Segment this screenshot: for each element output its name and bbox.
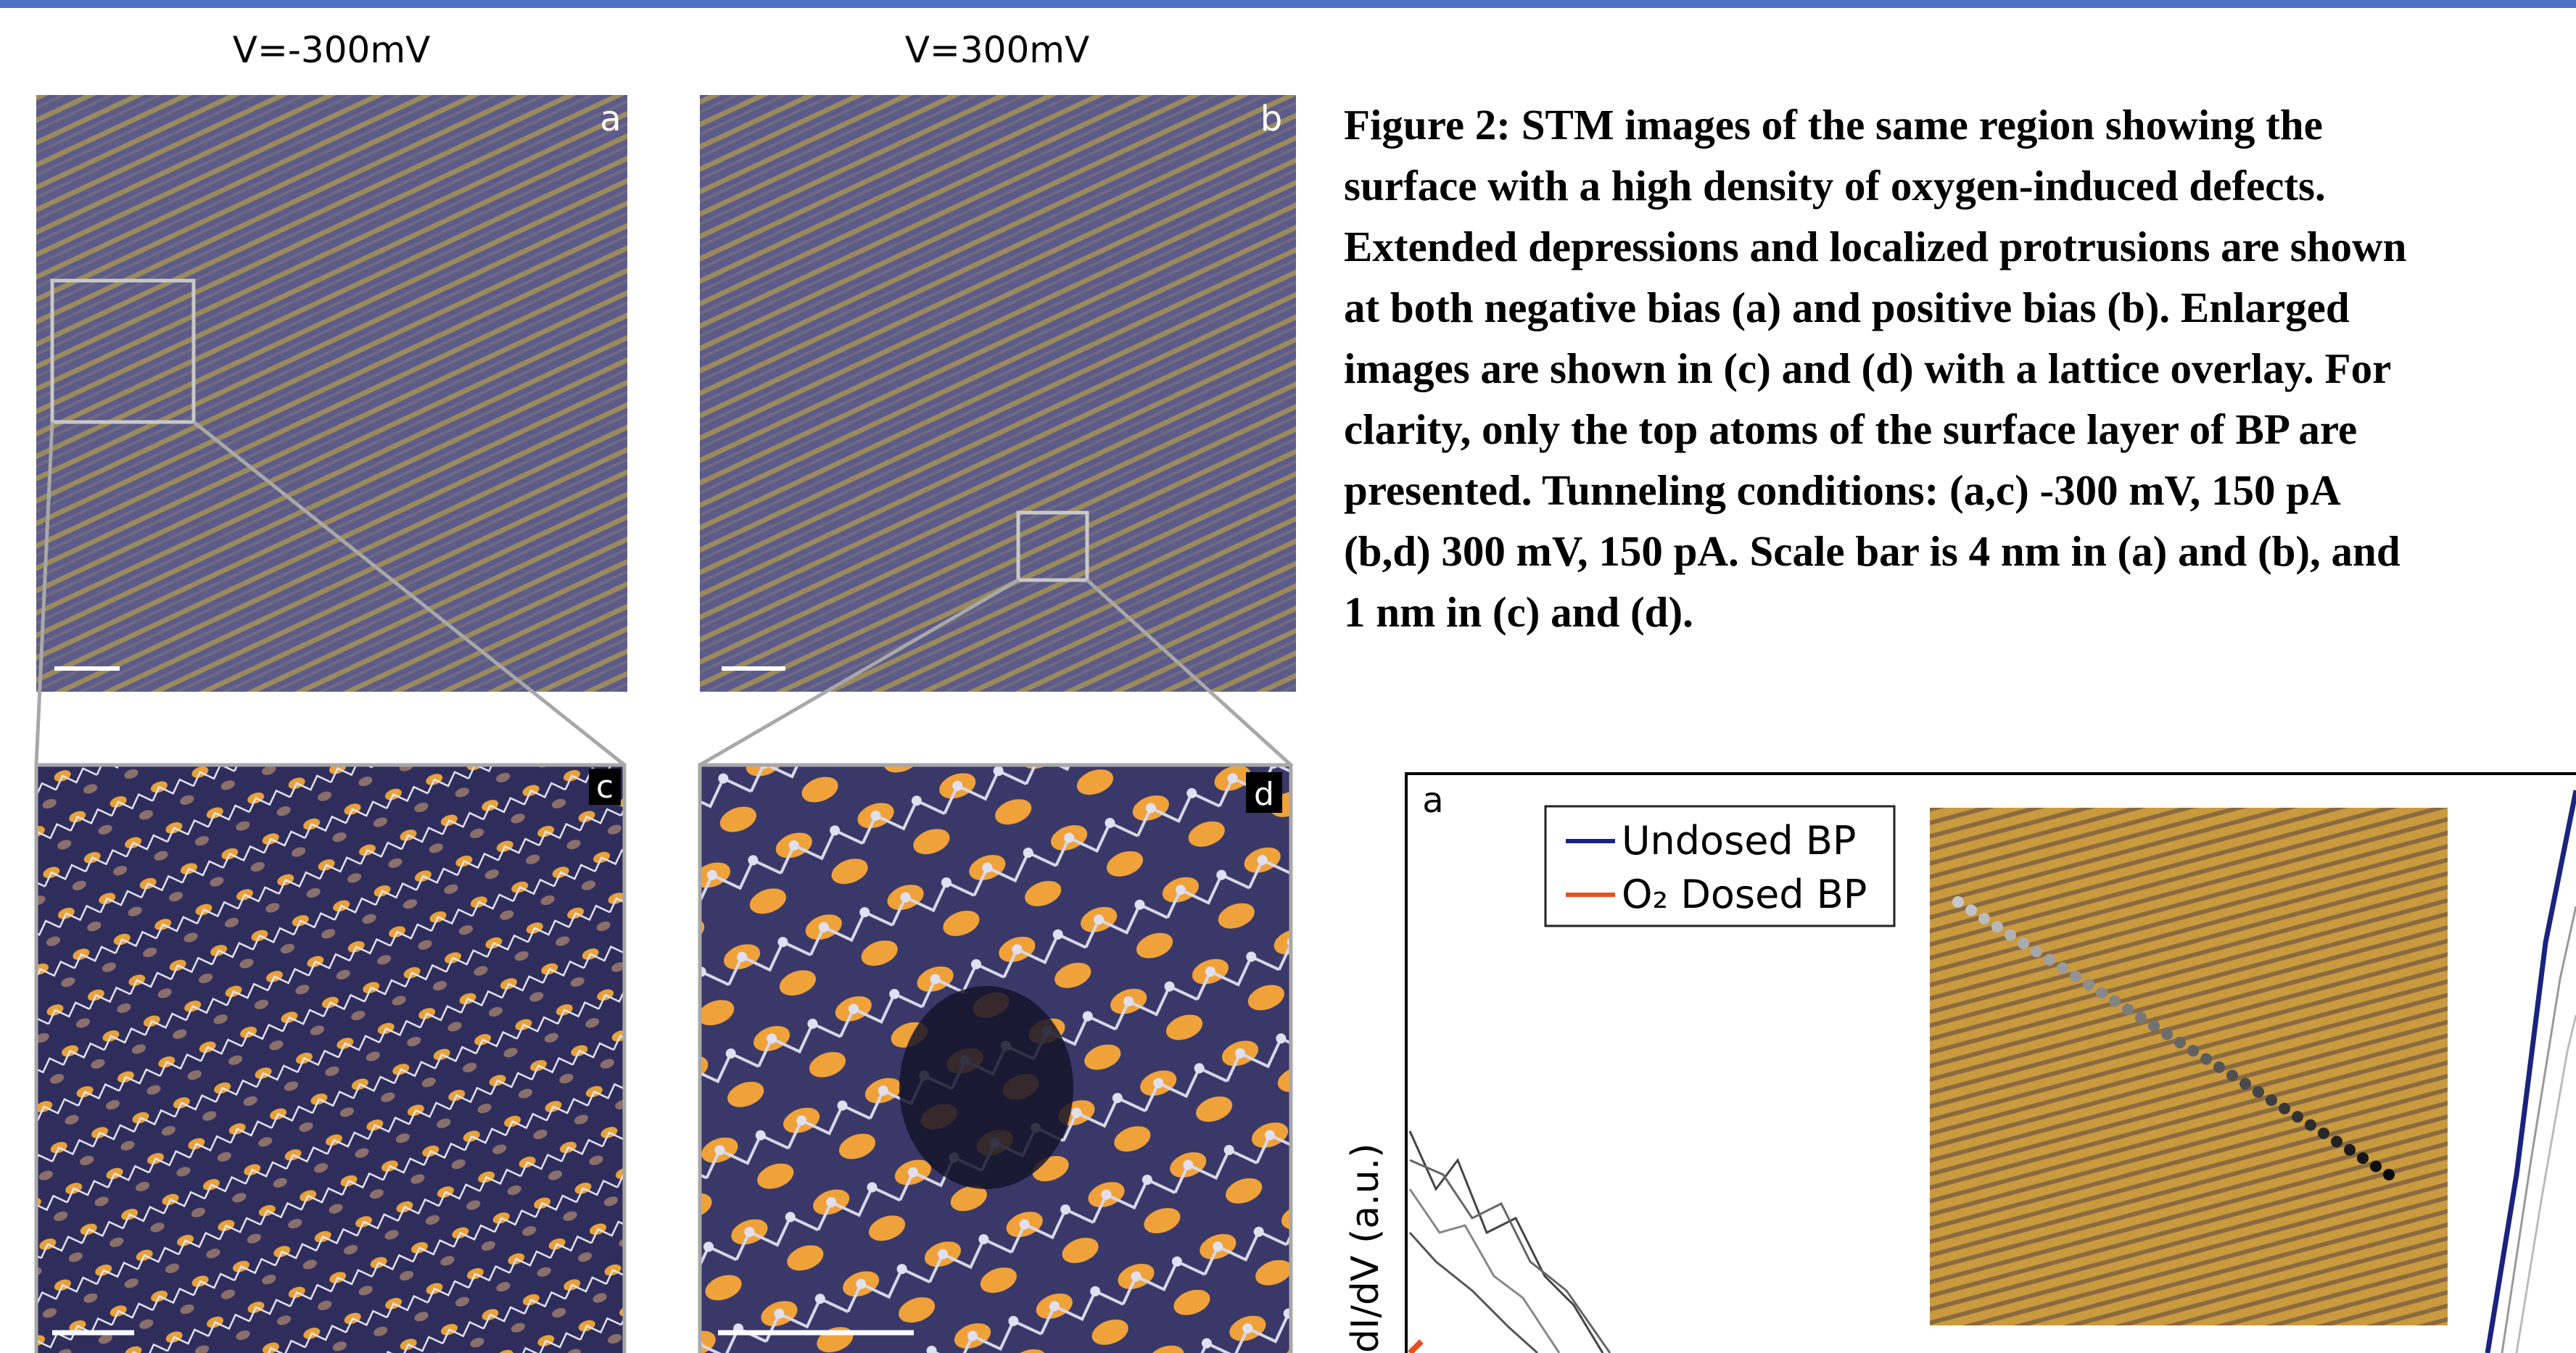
spectrum-position [2253, 1086, 2264, 1098]
spectrum-position [2148, 1020, 2160, 1032]
defect [899, 986, 1073, 1189]
stm-zoom-image [36, 765, 624, 1353]
y-axis-label: dI/dV (a.u.) [1344, 1143, 1387, 1353]
spectrum-position [2174, 1037, 2186, 1048]
bias-label: V=300mV [905, 29, 1089, 71]
caption: Figure 2: STM images of the same region … [1344, 101, 2406, 636]
spectrum-position [2239, 1078, 2251, 1090]
panel-label: b [1260, 99, 1282, 139]
spectrum-position [2044, 954, 2055, 966]
panel-label: a [600, 99, 621, 139]
stm-image [700, 95, 1296, 692]
spectrum-position [2200, 1053, 2212, 1064]
panel-label: d [1254, 776, 1274, 813]
page: {"bias_labels": ["V=-300mV", "V=300mV"],… [0, 0, 2576, 1353]
spectrum-position [2344, 1144, 2356, 1156]
bias-label: V=-300mV [233, 29, 431, 71]
caption-line: presented. Tunneling conditions: (a,c) -… [1344, 466, 2341, 514]
caption-line: surface with a high density of oxygen-in… [1344, 162, 2326, 210]
spectrum-position [2292, 1111, 2303, 1122]
spectrum-position [2083, 979, 2094, 990]
spectrum-position [2331, 1135, 2342, 1147]
spectrum-position [2018, 938, 2029, 949]
caption-line: Extended depressions and localized protr… [1344, 223, 2406, 270]
spectrum-position [2305, 1120, 2316, 1131]
spectrum-position [1965, 904, 1977, 916]
figure: V=-300mV V=300mV a b c d Figure 2: STM i… [0, 0, 2576, 1353]
spectrum-position [2057, 962, 2068, 974]
spectrum-position [2187, 1045, 2199, 1056]
spectrum-position [2005, 930, 2016, 941]
spectrum-position [2370, 1161, 2382, 1172]
spectrum-position [1978, 913, 1990, 924]
caption-line: 1 nm in (c) and (d). [1344, 588, 1693, 636]
spectrum-position [2122, 1004, 2134, 1015]
stm-image [36, 95, 627, 692]
spectrum-position [1952, 896, 1964, 908]
legend-label: O₂ Dosed BP [1622, 872, 1867, 917]
spectrum-position [2226, 1069, 2238, 1081]
spectrum-position [1991, 921, 2003, 932]
top-bar [0, 0, 2576, 8]
caption-line: Figure 2: STM images of the same region … [1344, 101, 2323, 149]
legend-label: Undosed BP [1622, 818, 1856, 864]
spectrum-position [2213, 1062, 2225, 1073]
spectrum-position [2109, 996, 2121, 1007]
spectrum-position [2031, 946, 2042, 957]
caption-line: (b,d) 300 mV, 150 pA. Scale bar is 4 nm … [1344, 527, 2400, 575]
caption-line: at both negative bias (a) and positive b… [1344, 284, 2350, 331]
spectrum-position [2357, 1152, 2369, 1164]
caption-line: clarity, only the top atoms of the surfa… [1344, 405, 2357, 453]
plot-panel-label: a [1422, 780, 1443, 821]
spectrum-position [2383, 1169, 2395, 1180]
spectrum-position [2096, 987, 2108, 998]
spectrum-position [2161, 1028, 2173, 1040]
spectrum-position [2318, 1128, 2329, 1139]
spectrum-position [2135, 1012, 2147, 1024]
spectrum-position [2279, 1103, 2290, 1114]
spectrum-position [2266, 1094, 2277, 1106]
caption-line: images are shown in (c) and (d) with a l… [1344, 344, 2391, 392]
inset-image [1930, 808, 2448, 1325]
spectrum-position [2070, 971, 2081, 982]
panel-label: c [596, 769, 614, 806]
